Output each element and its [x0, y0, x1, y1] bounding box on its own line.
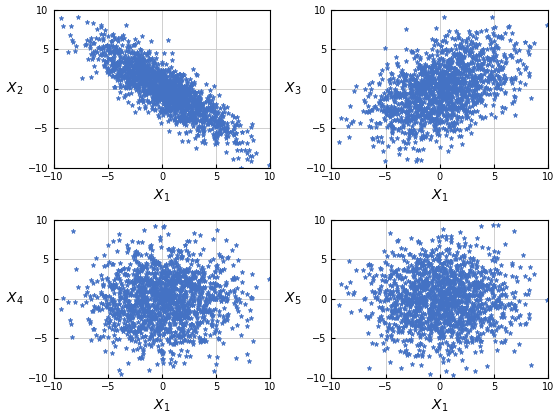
Y-axis label: $X_2$: $X_2$: [6, 80, 23, 97]
Y-axis label: $X_3$: $X_3$: [283, 80, 301, 97]
Y-axis label: $X_5$: $X_5$: [283, 290, 301, 307]
Y-axis label: $X_4$: $X_4$: [6, 290, 23, 307]
X-axis label: $X_1$: $X_1$: [153, 398, 171, 415]
X-axis label: $X_1$: $X_1$: [431, 188, 449, 205]
X-axis label: $X_1$: $X_1$: [431, 398, 449, 415]
X-axis label: $X_1$: $X_1$: [153, 188, 171, 205]
